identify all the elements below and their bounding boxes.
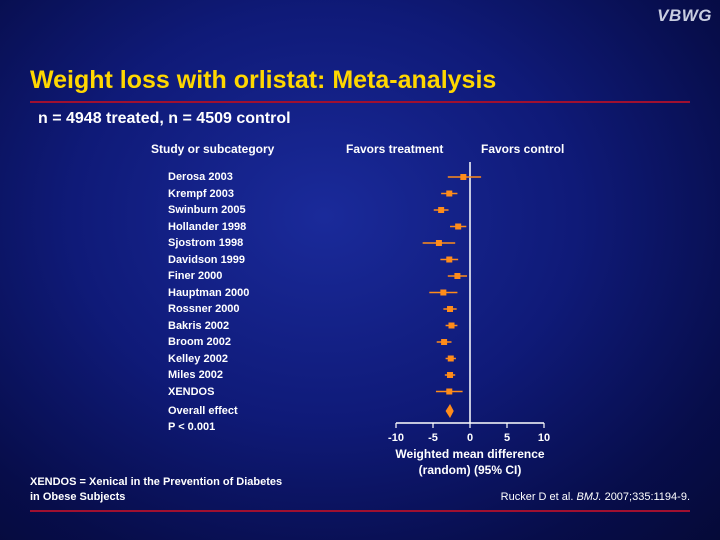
x-tick-label-2: 0 <box>467 432 473 444</box>
estimate-square-8 <box>447 306 454 312</box>
estimate-square-1 <box>446 190 453 197</box>
study-label: Derosa 2003 <box>168 171 233 183</box>
x-tick-label-4: 10 <box>538 432 550 444</box>
footer-divider <box>30 510 690 512</box>
p-value-label: P < 0.001 <box>168 421 216 433</box>
x-tick-label-0: -10 <box>388 432 404 444</box>
x-tick-label-1: -5 <box>428 432 438 444</box>
study-label: Finer 2000 <box>168 270 223 282</box>
estimate-square-6 <box>454 273 461 279</box>
citation-details: 2007;335:1194-9. <box>601 491 690 503</box>
overall-effect-diamond <box>445 404 454 418</box>
study-column-header: Study or subcategory <box>151 142 275 156</box>
citation-authors: Rucker D et al. <box>500 491 577 503</box>
x-tick-label-3: 5 <box>504 432 510 444</box>
study-label: Sjostrom 1998 <box>168 237 244 249</box>
title-divider <box>30 101 690 103</box>
estimate-square-7 <box>440 289 447 296</box>
xendos-footnote: XENDOS = Xenical in the Prevention of Di… <box>30 476 283 503</box>
study-label: Davidson 1999 <box>168 253 246 266</box>
citation: Rucker D et al. BMJ. 2007;335:1194-9. <box>501 491 690 503</box>
estimate-square-3 <box>455 223 462 230</box>
estimate-square-11 <box>447 355 454 362</box>
overall-effect-label: Overall effect <box>168 405 238 417</box>
vbwg-logo: VBWG <box>657 6 712 25</box>
x-axis-title-line1: Weighted mean difference <box>395 447 544 461</box>
slide-title: Weight loss with orlistat: Meta-analysis <box>30 66 497 94</box>
estimate-square-2 <box>438 207 445 213</box>
estimate-square-13 <box>446 388 453 395</box>
estimate-square-10 <box>441 339 448 345</box>
x-axis-title-line2: (random) (95% CI) <box>419 463 522 477</box>
estimate-square-12 <box>447 372 454 378</box>
estimate-square-9 <box>448 322 455 329</box>
study-label: Miles 2002 <box>168 369 224 381</box>
study-label: Kelley 2002 <box>168 352 228 365</box>
study-label: Swinburn 2005 <box>168 204 246 216</box>
study-label: Bakris 2002 <box>168 319 230 332</box>
study-label: Hauptman 2000 <box>168 286 250 299</box>
sample-size-subtitle: n = 4948 treated, n = 4509 control <box>38 110 291 127</box>
citation-journal: BMJ. <box>576 491 602 503</box>
favors-treatment-header: Favors treatment <box>346 142 444 156</box>
study-label: Krempf 2003 <box>168 187 235 200</box>
estimate-square-4 <box>435 240 442 246</box>
study-label: XENDOS <box>168 385 215 398</box>
study-label: Broom 2002 <box>168 336 231 348</box>
estimate-square-0 <box>460 174 467 180</box>
study-label: Hollander 1998 <box>168 220 247 233</box>
study-label: Rossner 2000 <box>168 303 240 315</box>
estimate-square-5 <box>446 256 453 263</box>
favors-control-header: Favors control <box>481 142 565 156</box>
